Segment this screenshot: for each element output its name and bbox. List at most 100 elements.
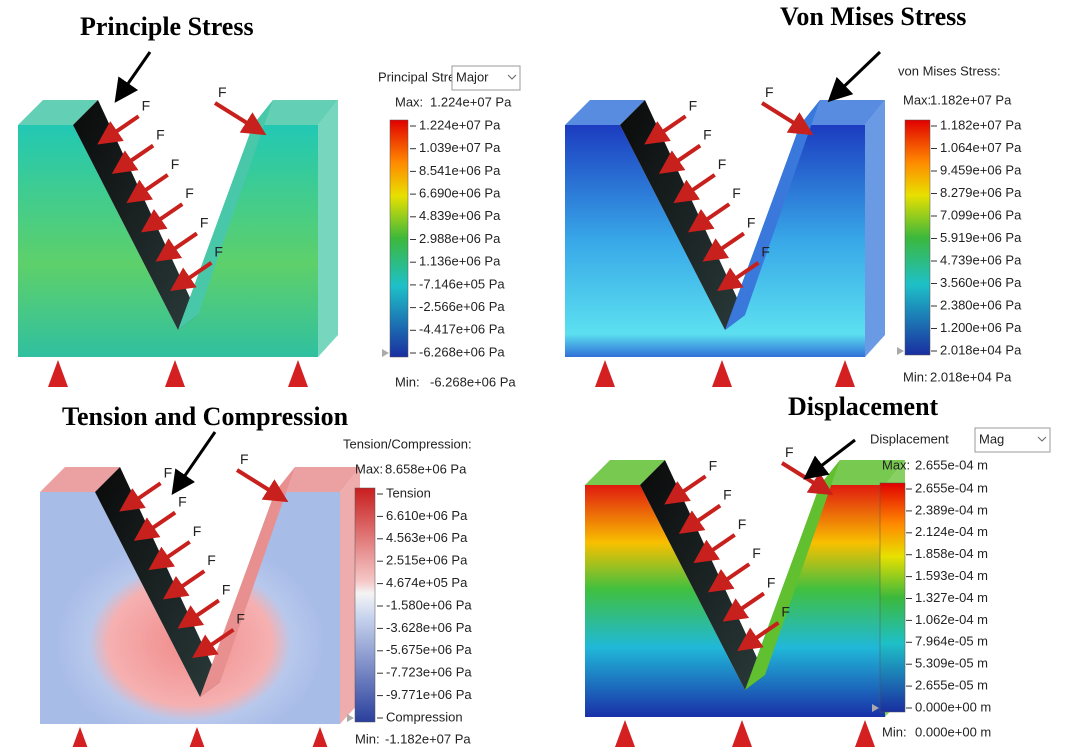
tick-label: -3.628e+06 Pa (386, 620, 472, 635)
tick-label: 2.515e+06 Pa (386, 553, 468, 568)
force-label: F (752, 545, 761, 561)
force-label: F (738, 516, 747, 532)
tick-label: 3.560e+06 Pa (940, 275, 1022, 290)
tick-label: 1.593e-04 m (915, 568, 988, 583)
title-arrow (832, 52, 880, 98)
bar-pointer (897, 347, 904, 355)
tick-label: 6.690e+06 Pa (419, 186, 501, 201)
force-label: F (781, 604, 790, 620)
panel-title: Tension and Compression (62, 402, 349, 431)
tick-label: 2.389e-04 m (915, 502, 988, 517)
tick-label: -2.566e+06 Pa (419, 299, 505, 314)
color-bar (390, 120, 408, 357)
force-arrow (215, 103, 263, 133)
tick-label: 1.039e+07 Pa (419, 140, 501, 155)
tick-label: -5.675e+06 Pa (386, 642, 472, 657)
legend-header: von Mises Stress: (898, 63, 1001, 78)
force-label: F (156, 127, 165, 143)
force-label: F (709, 457, 718, 473)
tick-label: 1.182e+07 Pa (940, 117, 1022, 132)
support-cone (835, 360, 855, 387)
tick-label: 8.279e+06 Pa (940, 185, 1022, 200)
force-label: F (747, 214, 756, 230)
tick-label: 9.459e+06 Pa (940, 162, 1022, 177)
block-front (585, 485, 885, 717)
max-value: 8.658e+06 Pa (385, 461, 467, 476)
min-value: 0.000e+00 m (915, 724, 991, 739)
min-value: -6.268e+06 Pa (430, 374, 516, 389)
tick-label: 2.380e+06 Pa (940, 297, 1022, 312)
support-cone (732, 720, 752, 747)
tick-label: 2.655e-04 m (915, 480, 988, 495)
force-label: F (218, 84, 227, 100)
force-label: F (185, 185, 194, 201)
force-label: F (164, 464, 173, 480)
min-label: Min: (903, 369, 928, 384)
color-bar (880, 483, 905, 712)
support-cone (187, 727, 207, 747)
force-label: F (240, 451, 249, 467)
max-value: 1.182e+07 Pa (930, 92, 1012, 107)
block-side (865, 100, 885, 357)
panel-title: Von Mises Stress (780, 2, 966, 31)
force-label: F (689, 97, 698, 113)
tick-label: 6.610e+06 Pa (386, 508, 468, 523)
title-arrow (175, 432, 215, 490)
bar-pointer (382, 349, 389, 357)
block-front (40, 492, 340, 724)
support-cone (615, 720, 635, 747)
support-cone (165, 360, 185, 387)
tick-label: -9.771e+06 Pa (386, 687, 472, 702)
max-label: Max: (395, 94, 423, 109)
tick-label: 1.858e-04 m (915, 546, 988, 561)
force-label: F (703, 127, 712, 143)
tick-label: 2.988e+06 Pa (419, 231, 501, 246)
tick-label: 1.224e+07 Pa (419, 117, 501, 132)
title-arrow (118, 52, 150, 98)
tick-label: 7.099e+06 Pa (940, 207, 1022, 222)
tick-label: Compression (386, 709, 463, 724)
block-front (565, 125, 865, 357)
block-side (318, 100, 338, 357)
force-label: F (718, 156, 727, 172)
max-value: 2.655e-04 m (915, 457, 988, 472)
tick-label: 1.064e+07 Pa (940, 140, 1022, 155)
force-arrow (237, 470, 285, 500)
color-bar (905, 120, 930, 355)
force-label: F (723, 487, 732, 503)
max-label: Max: (903, 92, 931, 107)
tick-label: 1.136e+06 Pa (419, 254, 501, 269)
tick-label: -6.268e+06 Pa (419, 344, 505, 359)
force-label: F (761, 244, 770, 260)
tick-label: -7.723e+06 Pa (386, 665, 472, 680)
support-cone (310, 727, 330, 747)
force-arrow (762, 103, 810, 133)
panel-title: Principle Stress (80, 12, 254, 41)
tick-label: 2.124e-04 m (915, 524, 988, 539)
tick-label: 2.655e-05 m (915, 678, 988, 693)
force-label: F (193, 523, 202, 539)
tick-label: -4.417e+06 Pa (419, 322, 505, 337)
support-cone (48, 360, 68, 387)
tick-label: 2.018e+04 Pa (940, 342, 1022, 357)
force-label: F (178, 494, 187, 510)
tick-label: -1.580e+06 Pa (386, 597, 472, 612)
force-label: F (171, 156, 180, 172)
block-front (18, 125, 318, 357)
panel-title: Displacement (788, 392, 939, 421)
color-bar (355, 488, 375, 722)
bar-pointer (347, 714, 354, 722)
force-label: F (200, 214, 209, 230)
min-label: Min: (355, 731, 380, 746)
tick-label: 1.062e-04 m (915, 612, 988, 627)
max-value: 1.224e+07 Pa (430, 94, 512, 109)
force-label: F (222, 581, 231, 597)
tick-label: 4.839e+06 Pa (419, 208, 501, 223)
tick-label: 1.200e+06 Pa (940, 320, 1022, 335)
force-label: F (142, 97, 151, 113)
tick-label: 5.919e+06 Pa (940, 230, 1022, 245)
min-value: -1.182e+07 Pa (385, 731, 471, 746)
support-cone (712, 360, 732, 387)
force-label: F (207, 552, 216, 568)
max-label: Max: (355, 461, 383, 476)
